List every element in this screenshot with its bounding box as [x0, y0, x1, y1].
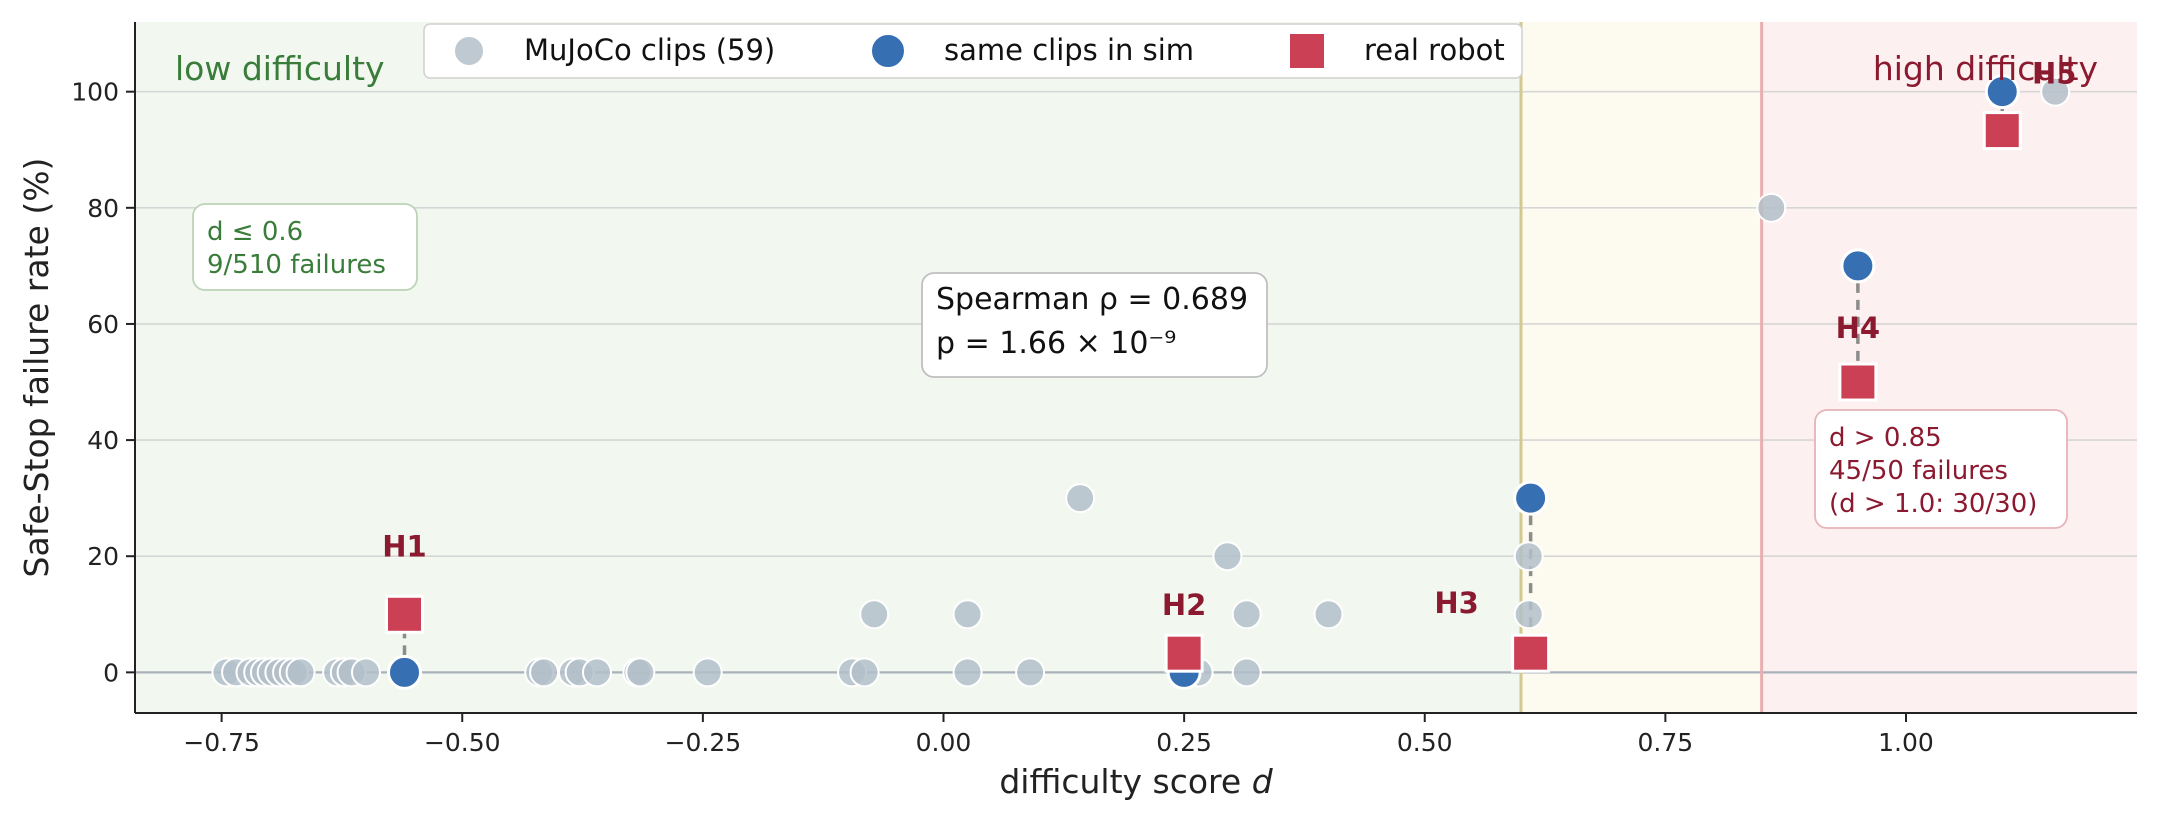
legend-sim-label: same clips in sim [944, 33, 1194, 67]
mujoco-point [1756, 192, 1787, 223]
threshold-lines [1519, 22, 1764, 713]
high-threshold-box-line-2: (d > 1.0: 30/30) [1829, 489, 2037, 519]
high-difficulty-label: high difficulty [1873, 49, 2098, 88]
y-tick-label: 40 [87, 426, 119, 455]
x-tick-label: 1.00 [1878, 728, 1934, 757]
mujoco-point [2040, 76, 2071, 107]
legend-frame [423, 23, 1523, 79]
mujoco-point [1513, 541, 1544, 572]
y-tick-label: 80 [87, 194, 119, 223]
mujoco-point [952, 599, 983, 630]
spearman-box-frame [921, 272, 1268, 378]
sim-point-H4 [1840, 248, 1876, 284]
x-axis-title: difficulty score d [999, 762, 1273, 801]
point-label-H4: H4 [1836, 311, 1880, 345]
high-threshold-box-frame [1814, 409, 2068, 529]
legend-real-marker [1290, 34, 1324, 68]
mujoco-clip-points [211, 76, 2071, 688]
real-robot-points [385, 111, 2022, 673]
y-tick-label: 100 [71, 78, 119, 107]
sim-point-H3 [1513, 480, 1549, 516]
real-point-H4 [1838, 362, 1878, 402]
legend-mujoco-label: MuJoCo clips (59) [524, 33, 775, 67]
point-label-H5: H5 [2032, 57, 2076, 91]
sim-point-H1 [387, 654, 422, 690]
region-2 [1761, 22, 2137, 713]
legend-sim-marker [870, 33, 906, 69]
low-threshold-box: d ≤ 0.69/510 failures [192, 203, 418, 291]
y-tick-label: 60 [87, 310, 119, 339]
point-label-H3: H3 [1434, 586, 1478, 620]
high-threshold-box-line-1: 45/50 failures [1829, 456, 2008, 486]
x-tick-label: 0.25 [1156, 728, 1212, 757]
x-tick-label: −0.25 [665, 728, 742, 757]
mujoco-point [1313, 599, 1344, 630]
low-threshold-box-line-0: d ≤ 0.6 [207, 217, 303, 247]
mujoco-point [1513, 599, 1544, 630]
real-point-H1 [385, 594, 424, 634]
mujoco-point [1231, 599, 1262, 630]
mujoco-point [582, 657, 612, 688]
mujoco-point [351, 657, 381, 688]
legend: MuJoCo clips (59) same clips in sim real r… [423, 23, 1523, 79]
mujoco-point [1065, 483, 1096, 514]
real-point-H5 [1982, 111, 2022, 151]
legend-mujoco-marker [453, 35, 485, 67]
mujoco-point [625, 657, 656, 688]
mujoco-point [529, 657, 560, 688]
point-label-H1: H1 [382, 529, 426, 563]
high-threshold-box-line-0: d > 0.85 [1829, 423, 1942, 453]
y-tick-label: 0 [103, 658, 119, 687]
mujoco-point [952, 657, 983, 688]
x-tick-label: −0.50 [424, 728, 501, 757]
real-point-H2 [1164, 633, 1204, 673]
mujoco-point [849, 657, 880, 688]
x-tick-label: 0.75 [1638, 728, 1694, 757]
point-labels: H1 H2 H3 H4 H5 [382, 57, 2076, 623]
spearman-box-line-1: p = 1.66 × 10⁻⁹ [936, 326, 1176, 361]
spearman-box: Spearman ρ = 0.689 p = 1.66 × 10⁻⁹ [921, 272, 1268, 378]
annotations: low difficulty high difficulty d ≤ 0.69/51… [175, 49, 2098, 529]
y-tick-label: 20 [87, 542, 119, 571]
x-tick-label: 0.50 [1397, 728, 1453, 757]
mujoco-point [859, 599, 890, 630]
y-axis-title: Safe-Stop failure rate (%) [17, 158, 56, 578]
point-label-H2: H2 [1162, 588, 1206, 622]
spearman-box-line-0: Spearman ρ = 0.689 [936, 282, 1248, 317]
mujoco-point [692, 657, 723, 688]
axes: −0.75 −0.50 −0.25 0.00 0.25 0.50 0.75 1.00 0 20 40… [17, 22, 2137, 801]
mujoco-point [285, 657, 316, 688]
x-tick-label: 0.00 [916, 728, 972, 757]
mujoco-point [1212, 541, 1243, 572]
legend-real-label: real robot [1364, 33, 1505, 67]
low-threshold-box-frame [192, 203, 418, 291]
low-threshold-box-line-1: 9/510 failures [207, 250, 386, 280]
region-0 [135, 22, 1521, 713]
region-1 [1521, 22, 1762, 713]
real-point-H3 [1511, 633, 1551, 673]
x-tick-label: −0.75 [183, 728, 260, 757]
sim-point-H5 [1984, 74, 2020, 110]
mujoco-point [1015, 657, 1046, 688]
mujoco-point [1231, 657, 1262, 688]
difficulty-regions [135, 22, 2137, 713]
low-difficulty-label: low difficulty [175, 49, 385, 88]
